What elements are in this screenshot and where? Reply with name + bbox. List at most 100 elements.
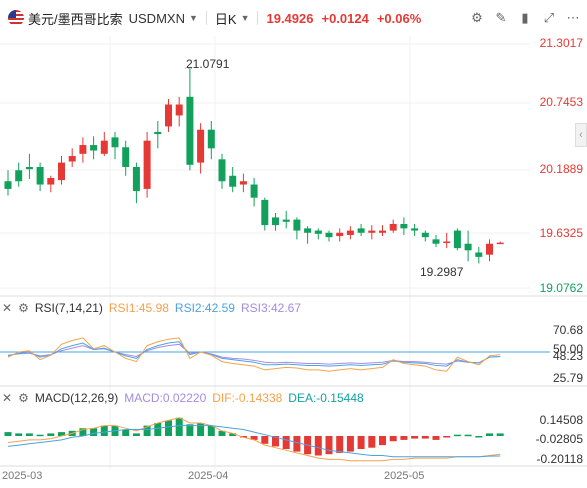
candle-body (197, 129, 205, 163)
price-axis-label: 21.3017 (539, 36, 583, 50)
candle-body (336, 232, 344, 237)
settings-icon[interactable]: ⚙ (18, 391, 29, 405)
macd-axis-label: -0.20118 (536, 452, 583, 466)
last-price: 19.4926 (266, 10, 314, 26)
macd-bar (475, 436, 483, 438)
chevron-down-icon[interactable]: ▼ (188, 13, 198, 23)
macd-bar (432, 436, 440, 440)
rsi-axis-label: 70.68 (552, 323, 583, 337)
macd-bar (143, 425, 151, 436)
macd-bar (90, 428, 98, 436)
candle-body (36, 166, 44, 185)
rsi-name: RSI(7,14,21) (34, 301, 103, 315)
low-annotation: 19.2987 (420, 265, 464, 279)
candle-body (282, 219, 290, 222)
scroll-arrow-icon[interactable]: ‹ (575, 123, 587, 147)
macd-bar (100, 425, 108, 436)
hide-icon[interactable]: ✕ (2, 391, 13, 405)
macd-bar (293, 436, 301, 452)
date-label: 2025-05 (384, 470, 425, 482)
macd-bar (282, 436, 290, 449)
macd-bar (175, 417, 183, 436)
candle-body (90, 145, 98, 151)
symbol-selector[interactable]: USDMXN (128, 10, 185, 26)
candle-body (486, 243, 493, 255)
macd-bar (272, 436, 279, 447)
candle-body (100, 140, 108, 154)
candle-body (421, 232, 429, 238)
candle-body (229, 175, 237, 187)
fullscreen-icon[interactable]: ⤢ (543, 10, 555, 25)
candle-body (325, 232, 333, 238)
macd-bar (357, 436, 365, 449)
divider (205, 11, 207, 25)
candle-body (79, 145, 87, 154)
candle-body (111, 137, 119, 148)
candle-body (47, 177, 55, 185)
candle-body (379, 230, 386, 233)
rsi3-value: RSI3:42.67 (240, 301, 302, 315)
dea-value: DEA:-0.15448 (288, 391, 364, 405)
macd-legend: ✕ ⚙ MACD(12,26,9) MACD:0.02220 DIF:-0.14… (2, 391, 364, 405)
dif-line (7, 417, 501, 462)
macd-bar (411, 436, 419, 439)
price-axis-label: 19.6325 (539, 226, 583, 240)
macd-bar (261, 436, 269, 444)
toolbar: 美元/墨西哥比索 USDMXN ▼ 日K ▼ 19.4926 +0.0124 +… (0, 0, 587, 36)
more-icon[interactable]: ⋯ (566, 10, 580, 25)
macd-bar (453, 434, 461, 437)
macd-name: MACD(12,26,9) (34, 391, 119, 405)
macd-bar (325, 436, 333, 455)
macd-bar (389, 436, 397, 442)
candle-body (122, 147, 130, 167)
candle-type-icon[interactable]: ▮ (521, 10, 529, 25)
macd-bar (132, 433, 140, 436)
macd-bar (496, 433, 504, 436)
period-selector[interactable]: 日K (214, 11, 237, 27)
candle-body (261, 199, 269, 226)
macd-bar (368, 436, 376, 448)
macd-bar (165, 420, 172, 436)
macd-bar (25, 433, 33, 436)
macd-bar (239, 436, 247, 438)
chevron-down-icon[interactable]: ▼ (240, 13, 250, 23)
macd-value: MACD:0.02220 (124, 391, 207, 405)
macd-bar (336, 436, 344, 453)
rsi-axis-label: 25.79 (552, 371, 583, 385)
candle-body (58, 162, 65, 181)
candle-body (357, 228, 365, 233)
candle-body (4, 181, 12, 189)
settings-icon[interactable]: ⚙ (471, 10, 483, 25)
macd-axis-label: -0.02805 (535, 432, 583, 446)
candle-body (165, 104, 172, 127)
macd-bar (421, 436, 429, 439)
draw-icon[interactable]: ✎ (495, 10, 507, 25)
settings-icon[interactable]: ⚙ (18, 301, 29, 315)
candle-body (496, 242, 504, 245)
rsi1-line (7, 337, 501, 372)
macd-bar (36, 434, 44, 437)
macd-bar (486, 433, 493, 436)
macd-bar (250, 436, 258, 440)
rsi-axis-label: 48.23 (552, 349, 583, 363)
candle-body (432, 239, 440, 244)
macd-bar (464, 434, 472, 437)
candle-body (68, 156, 76, 162)
candle-body (400, 223, 408, 229)
candle-body (25, 166, 33, 170)
us-flag-icon (8, 10, 24, 26)
macd-bar (47, 433, 55, 436)
macd-bar (197, 423, 205, 436)
candle-body (15, 170, 23, 182)
candle-body (250, 184, 258, 198)
rsi-legend: ✕ ⚙ RSI(7,14,21) RSI1:45.98 RSI2:42.59 R… (2, 301, 301, 315)
hide-icon[interactable]: ✕ (2, 301, 13, 315)
candle-body (411, 228, 419, 231)
price-axis-label: 20.7453 (539, 95, 583, 109)
date-label: 2025-03 (2, 470, 43, 482)
rsi2-line (7, 341, 501, 367)
macd-bar (15, 433, 23, 436)
macd-bar (379, 436, 386, 446)
macd-bar (58, 432, 65, 436)
